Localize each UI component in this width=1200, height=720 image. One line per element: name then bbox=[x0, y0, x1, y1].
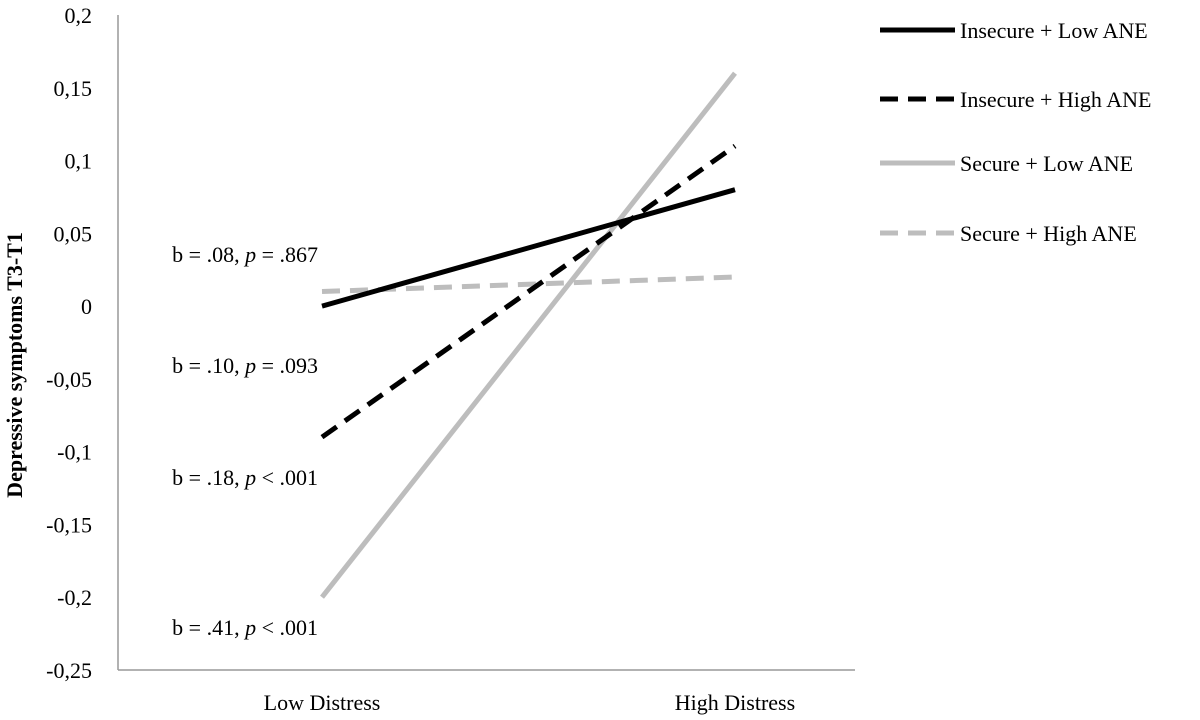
y-tick-label: -0,1 bbox=[57, 440, 92, 465]
slope-annotation: b = .10, p = .093 bbox=[172, 353, 318, 378]
series-line bbox=[321, 187, 736, 309]
legend-label: Insecure + Low ANE bbox=[960, 18, 1148, 43]
legend-label: Secure + Low ANE bbox=[960, 151, 1133, 176]
slope-annotation: b = .41, p < .001 bbox=[172, 615, 318, 640]
y-tick-label: 0,1 bbox=[65, 149, 93, 174]
legend-label: Secure + High ANE bbox=[960, 221, 1137, 246]
slope-annotation: b = .18, p < .001 bbox=[172, 465, 318, 490]
y-tick-label: 0,15 bbox=[54, 76, 93, 101]
y-tick-label: -0,15 bbox=[46, 512, 92, 537]
y-axis-ticks: 0,2 0,15 0,1 0,05 0 -0,05 -0,1 -0,15 -0,2 -0,25 bbox=[46, 3, 92, 683]
x-category-label: High Distress bbox=[675, 690, 795, 715]
y-tick-label: 0,05 bbox=[54, 221, 93, 246]
legend: Insecure + Low ANE Insecure + High ANE Sec… bbox=[880, 18, 1151, 246]
slope-annotations: b = .08, p = .867 b = .10, p = .093 b = .1… bbox=[172, 242, 318, 640]
y-tick-label: -0,2 bbox=[57, 585, 92, 610]
series-line bbox=[320, 71, 737, 599]
slope-annotation: b = .08, p = .867 bbox=[172, 242, 318, 267]
y-tick-label: 0,2 bbox=[65, 3, 93, 28]
y-tick-label: -0,25 bbox=[46, 658, 92, 683]
y-tick-label: -0,05 bbox=[46, 367, 92, 392]
x-axis-categories: Low Distress High Distress bbox=[264, 690, 796, 715]
series-line bbox=[320, 143, 737, 440]
y-axis-label: Depressive symptoms T3-T1 bbox=[2, 232, 27, 498]
y-tick-label: 0 bbox=[81, 294, 92, 319]
legend-label: Insecure + High ANE bbox=[960, 87, 1151, 112]
x-category-label: Low Distress bbox=[264, 690, 381, 715]
series-lines bbox=[320, 71, 737, 599]
